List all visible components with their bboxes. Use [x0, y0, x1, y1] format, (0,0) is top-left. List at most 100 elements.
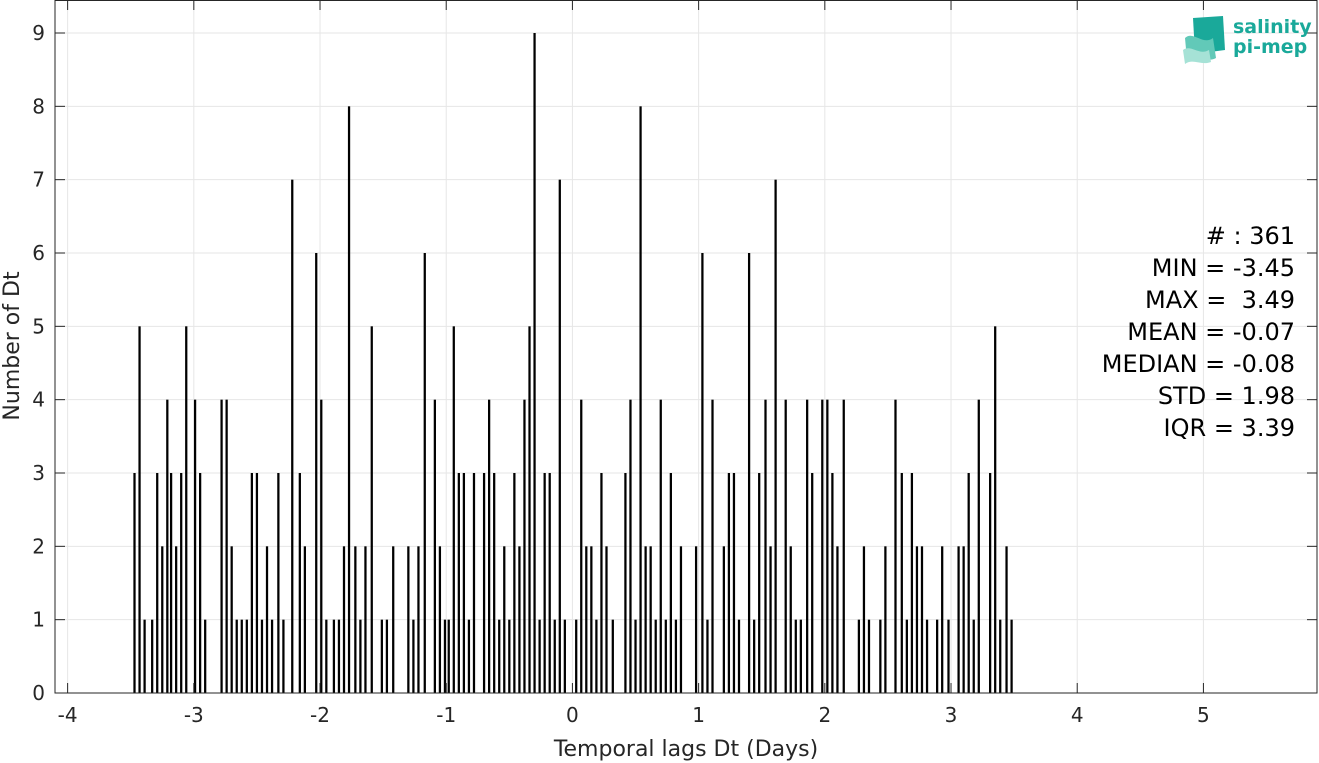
bar [857, 619, 861, 693]
bar [600, 473, 603, 693]
bar [199, 473, 202, 693]
bar [799, 619, 802, 693]
bar [941, 546, 944, 693]
bar [347, 106, 351, 694]
bar [447, 619, 450, 693]
bar [774, 179, 777, 693]
bar [590, 546, 593, 693]
bar [548, 473, 551, 693]
bar [320, 399, 323, 693]
x-tick-label: 3 [945, 703, 958, 727]
bar [204, 619, 207, 693]
plot-frame [54, 0, 1318, 694]
bar [380, 619, 383, 693]
bar [639, 106, 642, 694]
bar [711, 399, 714, 693]
bar [457, 473, 460, 693]
bar [240, 619, 243, 693]
bar [482, 473, 486, 693]
bar [225, 399, 228, 693]
x-tick-label: 5 [1197, 703, 1210, 727]
bar [900, 473, 903, 693]
bar [412, 619, 415, 693]
stats-line: IQR = 3.39 [1164, 414, 1295, 442]
bar [836, 546, 839, 693]
bar [867, 619, 871, 693]
bar [423, 253, 426, 693]
bar [957, 546, 960, 693]
y-axis-label: Number of Dt [0, 271, 25, 421]
bar [758, 473, 761, 693]
bar [518, 546, 521, 693]
bar [727, 473, 731, 693]
bar [679, 546, 683, 693]
bar [315, 253, 318, 693]
bar [624, 473, 627, 693]
bar [513, 473, 516, 693]
x-tick-label: 2 [818, 703, 831, 727]
bar [385, 619, 389, 693]
bar [452, 326, 455, 693]
stats-line: MEAN = -0.07 [1127, 318, 1295, 346]
bar [999, 619, 1002, 693]
bar [884, 546, 887, 693]
stats-line: STD = 1.98 [1158, 382, 1295, 410]
bar [575, 619, 578, 693]
bar [370, 326, 373, 693]
bar [654, 619, 657, 693]
bar [753, 619, 756, 693]
y-tick-label: 0 [32, 681, 45, 705]
bar [972, 619, 975, 693]
bar [354, 546, 357, 693]
x-tick-label: -4 [58, 703, 78, 727]
bar [769, 546, 772, 693]
bar [784, 399, 787, 693]
bar [605, 546, 608, 693]
bar [811, 473, 814, 693]
bar [487, 399, 491, 693]
bar [936, 619, 939, 693]
bar [794, 619, 797, 693]
y-tick-label: 1 [32, 608, 45, 632]
bar [764, 399, 767, 693]
bar [789, 546, 792, 693]
bar [438, 546, 442, 693]
bar-series [133, 33, 1013, 694]
x-tick-label: 1 [692, 703, 705, 727]
bar [332, 619, 336, 693]
bar [669, 473, 672, 693]
bar [674, 619, 678, 693]
bar [538, 619, 541, 693]
bar [417, 546, 420, 693]
bar [462, 473, 466, 693]
bar [169, 473, 173, 693]
bar [325, 619, 328, 693]
bar [498, 619, 501, 693]
bar [175, 546, 178, 693]
bar [659, 399, 662, 693]
bar [508, 619, 511, 693]
bar [359, 619, 362, 693]
bar [342, 546, 346, 693]
bar [977, 399, 980, 693]
bar [915, 546, 919, 693]
bar [133, 473, 136, 693]
bar [821, 399, 824, 693]
bar [220, 399, 223, 693]
bar [270, 619, 274, 693]
bar [694, 546, 698, 693]
bar [138, 326, 141, 693]
bar [644, 546, 647, 693]
bar [879, 619, 882, 693]
bar [543, 473, 546, 693]
bar [862, 546, 866, 693]
bar [277, 473, 280, 693]
bar [611, 619, 614, 693]
bar [732, 473, 736, 693]
bar [595, 619, 598, 693]
stats-line: MAX = 3.49 [1145, 286, 1295, 314]
bar [701, 253, 704, 693]
bar [265, 546, 269, 693]
bar [235, 619, 238, 693]
y-axis-ticks: 0 1 2 3 4 5 6 7 8 9 [32, 21, 1317, 705]
